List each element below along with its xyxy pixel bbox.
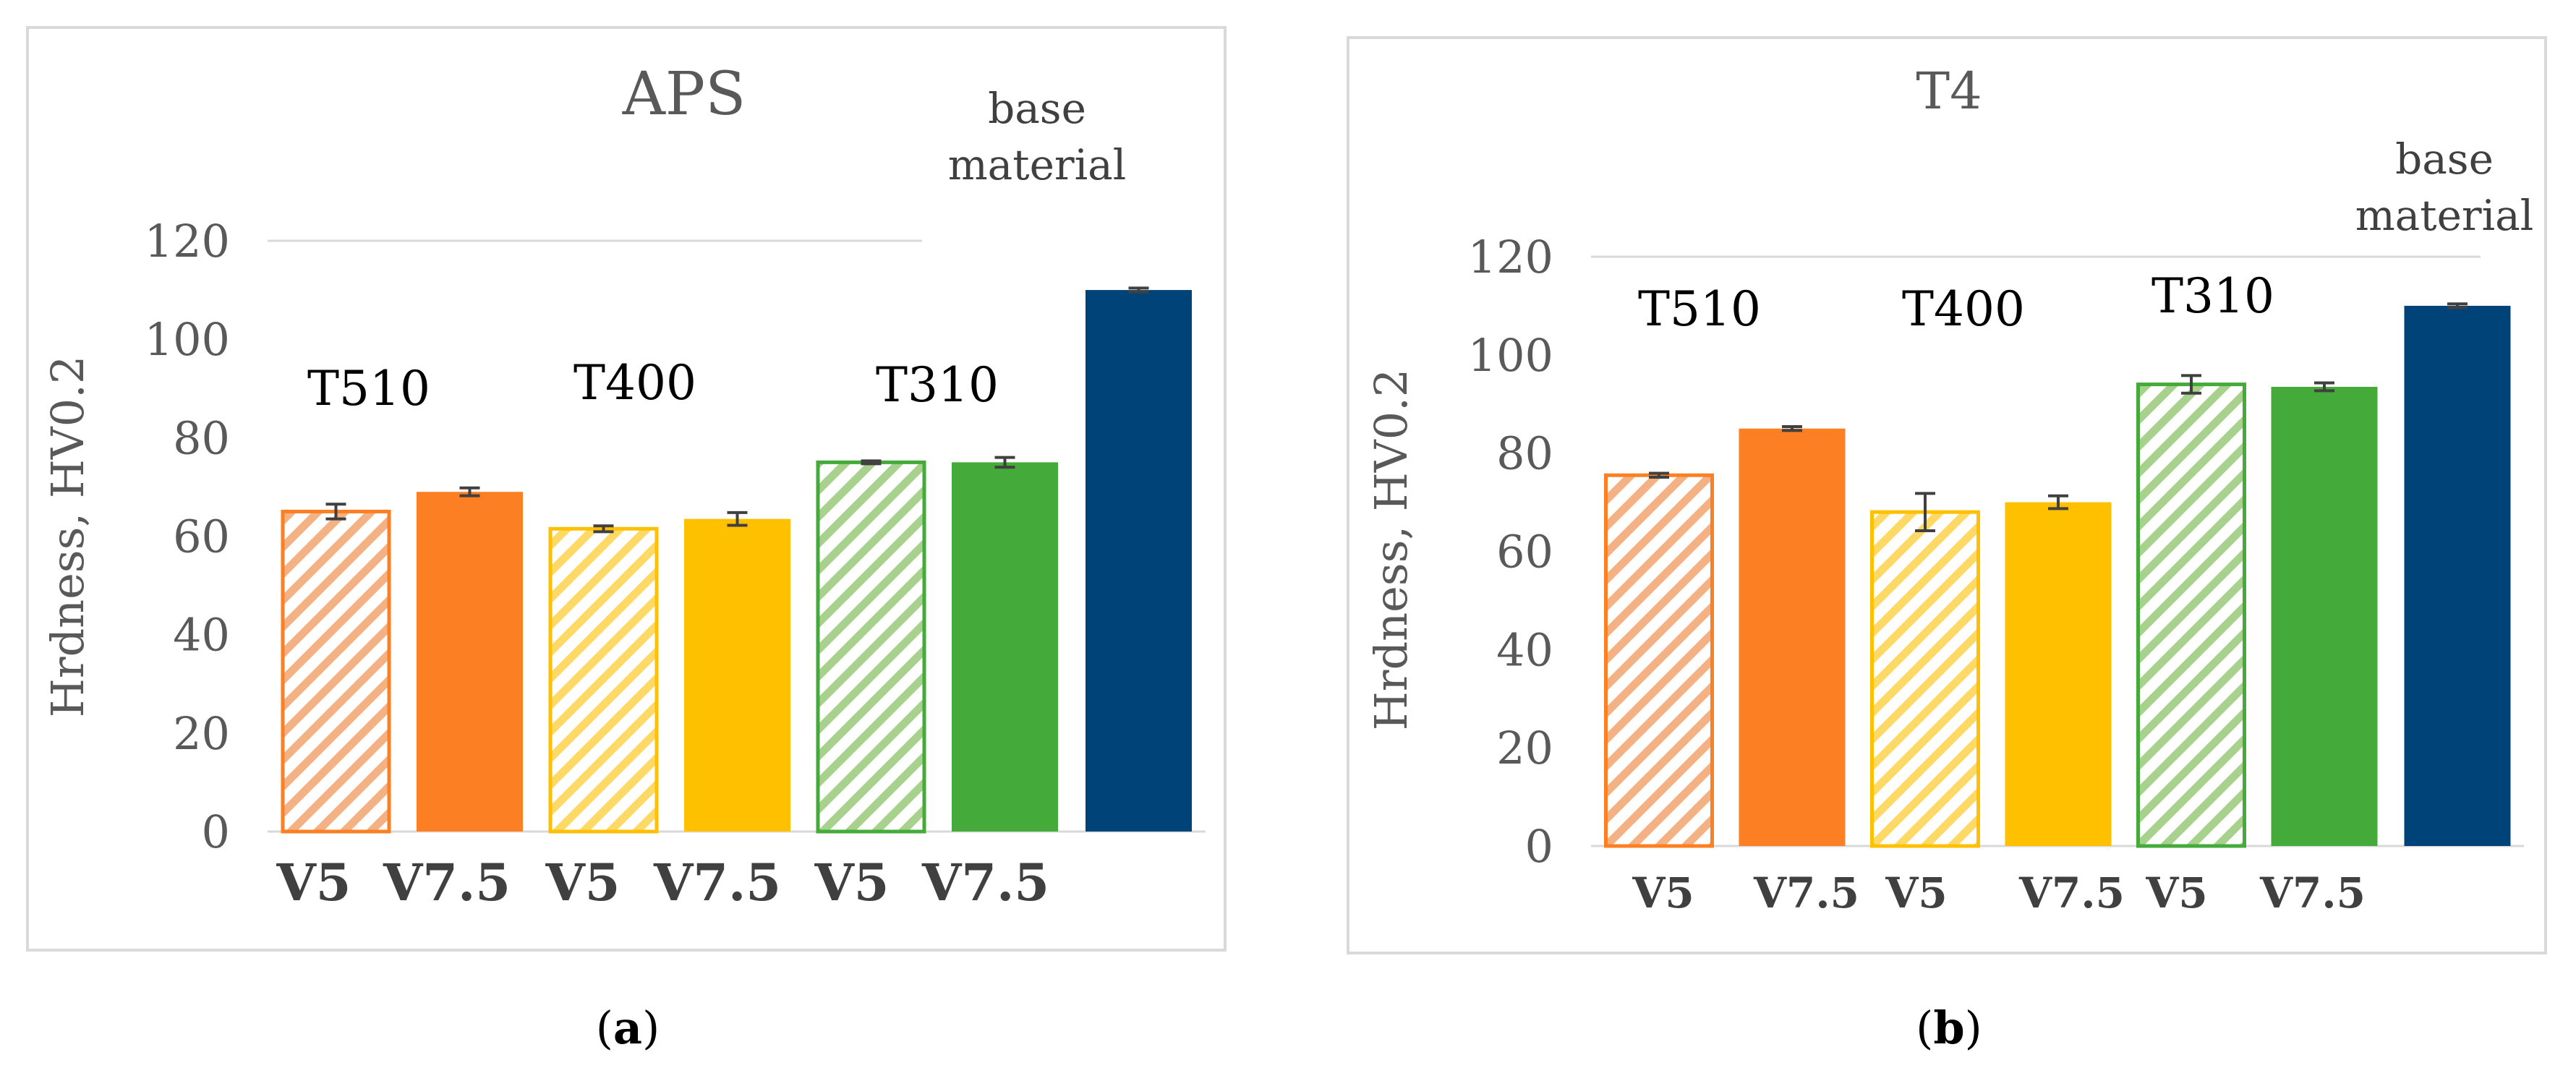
caption-a-open: (	[595, 1001, 613, 1054]
bar	[2005, 502, 2112, 846]
y-tick-label: 0	[202, 806, 230, 858]
caption-a-letter: a	[613, 1001, 643, 1054]
bar	[417, 492, 523, 832]
group-label: base	[988, 84, 1086, 133]
group-label: T400	[573, 355, 696, 411]
bar	[1739, 428, 1846, 846]
y-tick-label: 80	[173, 411, 230, 464]
caption-a: (a)	[596, 1001, 660, 1054]
x-tick-label: V5	[1885, 868, 1947, 918]
group-label: base	[2395, 134, 2494, 184]
group-label: T400	[1902, 281, 2025, 337]
caption-b-open: (	[1916, 1001, 1934, 1054]
caption-b-close: )	[1964, 1001, 1982, 1054]
y-tick-label: 120	[145, 215, 230, 268]
y-tick-label: 80	[1496, 427, 1553, 480]
y-axis-label: Hrdness, HV0.2	[41, 356, 94, 718]
x-tick-label: V7.5	[2018, 868, 2125, 918]
y-tick-label: 20	[1496, 722, 1553, 774]
x-tick-label: V5	[814, 853, 889, 913]
x-tick-label: V7.5	[2259, 868, 2366, 918]
y-tick-label: 40	[173, 609, 230, 662]
bar	[2271, 386, 2378, 846]
y-tick-label: 60	[1496, 526, 1553, 578]
caption-a-close: )	[642, 1001, 660, 1054]
group-label: material	[2355, 191, 2534, 240]
bar	[1870, 510, 1980, 848]
bar	[1604, 473, 1714, 848]
group-label: T510	[307, 361, 430, 416]
bar	[684, 518, 790, 832]
bar	[1086, 290, 1192, 832]
group-label: T310	[2151, 268, 2274, 324]
bar	[816, 460, 926, 834]
group-label: material	[948, 140, 1127, 189]
chart-b: 0 20 40 60 80 100 120 Hrdness, HV0.2 T4 V5 V7.5 V5 V…	[1365, 61, 2533, 918]
x-tick-label: V5	[276, 853, 351, 913]
y-tick-label: 60	[173, 510, 230, 563]
y-tick-label: 100	[145, 313, 230, 366]
chart-title: APS	[622, 60, 746, 129]
y-tick-label: 100	[1468, 329, 1553, 382]
x-tick-label: V7.5	[653, 853, 781, 913]
y-tick-label: 40	[1496, 623, 1553, 676]
y-tick-label: 20	[173, 707, 230, 760]
y-axis-label: Hrdness, HV0.2	[1365, 369, 1417, 731]
bar	[2404, 305, 2511, 847]
y-tick-label: 0	[1525, 820, 1553, 873]
bar	[952, 462, 1058, 832]
caption-b-letter: b	[1933, 1001, 1965, 1054]
y-tick-label: 120	[1468, 231, 1553, 283]
x-tick-label: V7.5	[1753, 868, 1859, 918]
chart-a: 0 20 40 60 80 100 120 Hrdness, HV0.2 APS V5 V7.5 V5…	[41, 60, 1206, 913]
x-tick-label: V5	[545, 853, 620, 913]
group-label: T310	[876, 357, 999, 413]
chart-title: T4	[1916, 61, 1982, 121]
x-tick-label: V7.5	[921, 853, 1049, 913]
caption-b: (b)	[1916, 1001, 1982, 1054]
bar	[548, 526, 659, 834]
x-tick-label: V5	[1632, 868, 1694, 918]
bar	[2136, 383, 2246, 848]
bar	[281, 509, 391, 834]
group-label: T510	[1638, 281, 1761, 337]
x-tick-label: V5	[2145, 868, 2207, 918]
x-tick-label: V7.5	[383, 853, 511, 913]
